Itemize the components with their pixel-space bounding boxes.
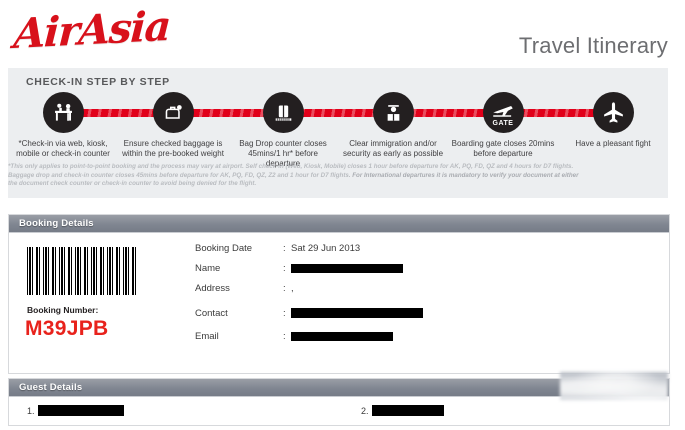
step-progress-rail (48, 109, 630, 117)
field-row-email: Email : (195, 331, 423, 346)
disclaimer-line-3: the document check counter or check-in c… (8, 180, 257, 188)
checkin-step: Have a pleasant fight (558, 92, 668, 169)
booking-details-body: Booking Number: M39JPB Booking Date : Sa… (9, 233, 669, 373)
field-value: Sat 29 Jun 2013 (291, 243, 361, 254)
checkin-step-label: Clear immigration and/or security as ear… (342, 139, 444, 158)
field-separator: : (283, 263, 286, 274)
guest-details-header: Guest Details (9, 379, 669, 397)
checkin-step-label: Boarding gate closes 20mins before depar… (451, 139, 555, 158)
field-value-redacted (291, 263, 403, 274)
field-label: Email (195, 331, 219, 342)
disclaimer-line-2: Baggage drop and check-in counter closes… (8, 172, 672, 181)
booking-barcode (27, 247, 137, 295)
field-separator: : (283, 331, 286, 342)
booking-details-panel: Booking Details Booking Number: M39JPB B… (8, 214, 670, 374)
booking-number-value: M39JPB (25, 317, 109, 340)
guest-index: 1. (27, 405, 35, 416)
guest-details-body: 1. 2. (9, 397, 669, 424)
checkin-step-list: *Check-in via web, kiosk, mobile or chec… (8, 92, 668, 169)
booking-details-title: Booking Details (19, 218, 94, 229)
field-row-address: Address : , (195, 283, 423, 298)
field-separator: : (283, 308, 286, 319)
booking-details-header: Booking Details (9, 215, 669, 233)
guest-details-panel: Guest Details 1. 2. (8, 378, 670, 426)
airasia-logo: AirAsia (12, 1, 172, 59)
check-in-counter-icon (42, 92, 84, 133)
field-value-redacted (291, 331, 393, 342)
checkin-step: Ensure checked baggage is within the pre… (118, 92, 228, 169)
field-row-contact: Contact : (195, 308, 423, 323)
redaction-bar (291, 331, 393, 341)
field-separator: : (283, 243, 286, 254)
gate-badge-label: GATE (492, 120, 514, 127)
checkin-steps-panel: CHECK-IN STEP BY STEP *Check-in via web,… (8, 68, 668, 198)
checkin-step: *Check-in via web, kiosk, mobile or chec… (8, 92, 118, 169)
checkin-section-title: CHECK-IN STEP BY STEP (26, 76, 170, 88)
checkin-step-label: Bag Drop counter closes 45mins/1 hr* bef… (239, 139, 327, 168)
redaction-bar (291, 263, 403, 273)
baggage-weight-icon (152, 92, 194, 133)
page-header: AirAsia Travel Itinerary (0, 0, 685, 72)
booking-fields: Booking Date : Sat 29 Jun 2013 Name : Ad… (195, 243, 423, 351)
redaction-bar (291, 308, 423, 319)
field-label: Name (195, 263, 221, 274)
checkin-step-label: *Check-in via web, kiosk, mobile or chec… (16, 139, 110, 158)
disclaimer-line-2a: Baggage drop and check-in counter closes… (8, 171, 353, 179)
disclaimer-text: *This only applies to point-to-point boo… (8, 163, 672, 189)
checkin-step-label: Have a pleasant fight (575, 139, 651, 148)
field-label: Address (195, 283, 230, 294)
checkin-step: Bag Drop counter closes 45mins/1 hr* bef… (228, 92, 338, 169)
disclaimer-line-2b: For International departures it is manda… (352, 171, 579, 179)
airplane-icon (592, 92, 634, 133)
checkin-step: GATE Boarding gate closes 20mins before … (448, 92, 558, 169)
field-separator: : (283, 283, 286, 294)
blurred-overlay-artifact (560, 372, 668, 400)
redaction-bar (37, 405, 124, 416)
page-title: Travel Itinerary (518, 33, 668, 58)
bag-drop-icon (262, 92, 304, 133)
redaction-bar (371, 405, 444, 416)
guest-index: 2. (361, 405, 369, 416)
booking-number-label: Booking Number: (27, 305, 99, 315)
immigration-officer-icon (372, 92, 414, 133)
field-row-booking-date: Booking Date : Sat 29 Jun 2013 (195, 243, 423, 258)
guest-details-title: Guest Details (19, 382, 83, 393)
checkin-step-label: Ensure checked baggage is within the pre… (122, 139, 224, 158)
boarding-gate-icon: GATE (482, 92, 524, 133)
field-label: Booking Date (195, 243, 253, 254)
checkin-step: Clear immigration and/or security as ear… (338, 92, 448, 169)
disclaimer-line-1: *This only applies to point-to-point boo… (8, 163, 574, 170)
field-value-redacted (291, 308, 423, 319)
guest-list-item: 2. (361, 405, 444, 416)
field-value: , (291, 283, 294, 294)
field-label: Contact (195, 308, 228, 319)
guest-list-item: 1. (27, 405, 124, 416)
field-row-name: Name : (195, 263, 423, 278)
